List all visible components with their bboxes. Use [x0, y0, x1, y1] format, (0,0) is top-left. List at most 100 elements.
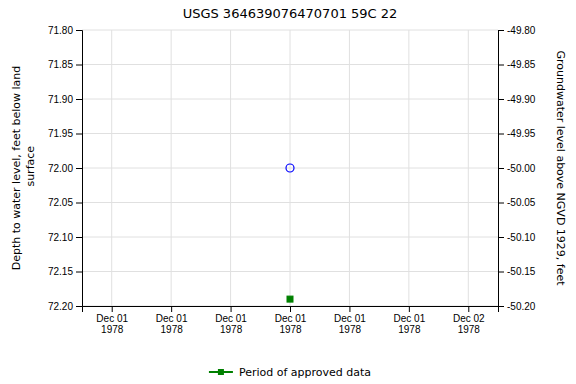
- tick: Dec 021978: [453, 306, 485, 335]
- grid: [82, 30, 498, 306]
- tick-label: 72.20: [48, 301, 73, 312]
- tick: -50.10: [498, 232, 536, 243]
- tick: 71.80: [48, 25, 82, 36]
- tick-label-line: 1978: [101, 324, 124, 335]
- tick-label: Dec 011978: [275, 313, 307, 335]
- tick-mark: [498, 237, 504, 238]
- tick: -50.15: [498, 266, 536, 277]
- tick-label: Dec 011978: [215, 313, 247, 335]
- tick-mark: [76, 272, 82, 273]
- legend-item: Period of approved data: [209, 366, 371, 379]
- grid-line: [171, 30, 172, 306]
- y-axis: 71.80 71.85 71.90 71.95 72.00 72.05 72.10 72.15…: [48, 25, 83, 312]
- title: USGS 364639076470701 59C 22: [183, 6, 398, 21]
- tick-label: 72.05: [48, 197, 73, 208]
- tick-label: Dec 021978: [453, 313, 485, 335]
- tick-label: 72.00: [48, 163, 73, 174]
- tick-mark: [231, 306, 232, 312]
- tick-label-line: Dec 01: [394, 313, 426, 324]
- tick: Dec 011978: [394, 306, 426, 335]
- tick-label-line: 1978: [339, 324, 362, 335]
- tick: 72.15: [48, 266, 82, 277]
- tick-mark: [171, 306, 172, 312]
- tick-label: -50.00: [507, 163, 536, 174]
- tick-mark: [498, 30, 504, 31]
- tick-label: -49.95: [507, 128, 536, 139]
- tick: -49.90: [498, 94, 536, 105]
- tick: Dec 011978: [96, 306, 128, 335]
- tick-label: -49.90: [507, 94, 536, 105]
- grid-line: [230, 30, 231, 306]
- tick-label-line: Dec 01: [215, 313, 247, 324]
- series: [286, 164, 294, 172]
- tick-label-line: Dec 01: [96, 313, 128, 324]
- tick-label-line: Dec 01: [334, 313, 366, 324]
- legend-label: Period of approved data: [239, 366, 371, 379]
- tick: 72.20: [48, 301, 82, 312]
- tick-mark: [76, 30, 82, 31]
- grid-line: [349, 30, 350, 306]
- tick-label-line: Dec 01: [156, 313, 188, 324]
- tick-label: 72.15: [48, 266, 73, 277]
- tick-mark: [112, 306, 113, 312]
- y-axis-title: Depth to water level, feet below land su…: [10, 66, 36, 271]
- tick: 72.10: [48, 232, 82, 243]
- tick-label: -50.20: [507, 301, 536, 312]
- axis-line: [499, 31, 505, 307]
- tick-mark: [498, 65, 504, 66]
- tick-label-line: 1978: [220, 324, 243, 335]
- tick-mark: [76, 237, 82, 238]
- tick-label: 71.85: [48, 59, 73, 70]
- tick: Dec 011978: [156, 306, 188, 335]
- tick-mark: [498, 306, 504, 307]
- tick-label: 71.95: [48, 128, 73, 139]
- grid-line: [290, 30, 291, 306]
- tick-label: Dec 011978: [394, 313, 426, 335]
- tick-label: -49.80: [507, 25, 536, 36]
- axis-title-line: Groundwater level above NGVD 1929, feet: [554, 50, 567, 286]
- tick: 71.95: [48, 128, 82, 139]
- grid-line: [468, 30, 469, 306]
- tick-label: -50.15: [507, 266, 536, 277]
- y2-axis-title: Groundwater level above NGVD 1929, feet: [554, 50, 567, 286]
- tick-label: Dec 011978: [96, 313, 128, 335]
- point: [286, 164, 294, 172]
- tick-mark: [76, 99, 82, 100]
- legend: Period of approved data: [209, 366, 371, 379]
- tick-label: -50.05: [507, 197, 536, 208]
- tick-label: 71.80: [48, 25, 73, 36]
- tick: Dec 011978: [275, 306, 307, 335]
- tick-label: 71.90: [48, 94, 73, 105]
- legend-marker: [218, 369, 224, 375]
- point: [287, 296, 293, 302]
- tick: 72.05: [48, 197, 82, 208]
- tick-label-line: Dec 01: [275, 313, 307, 324]
- grid-line: [111, 30, 112, 306]
- tick: -49.95: [498, 128, 536, 139]
- tick-mark: [349, 306, 350, 312]
- tick-label: Dec 011978: [156, 313, 188, 335]
- tick-label: -49.85: [507, 59, 536, 70]
- tick-label-line: 1978: [279, 324, 302, 335]
- tick-label: 72.10: [48, 232, 73, 243]
- tick: -50.05: [498, 197, 536, 208]
- tick: 72.00: [48, 163, 82, 174]
- tick-mark: [409, 306, 410, 312]
- tick: Dec 011978: [334, 306, 366, 335]
- axis-title-line: Depth to water level, feet below land: [10, 66, 23, 271]
- series: [287, 296, 293, 302]
- tick-mark: [76, 65, 82, 66]
- tick-mark: [498, 203, 504, 204]
- plot: Dec 011978Dec 011978Dec 011978Dec 011978…: [48, 25, 536, 335]
- grid-line: [408, 30, 409, 306]
- tick-label: Dec 011978: [334, 313, 366, 335]
- tick-mark: [498, 99, 504, 100]
- tick: -49.80: [498, 25, 536, 36]
- tick-label-line: 1978: [398, 324, 421, 335]
- tick-mark: [76, 306, 82, 307]
- tick: 71.90: [48, 94, 82, 105]
- tick: 71.85: [48, 59, 82, 70]
- tick-mark: [468, 306, 469, 312]
- tick-mark: [498, 168, 504, 169]
- tick: -50.20: [498, 301, 536, 312]
